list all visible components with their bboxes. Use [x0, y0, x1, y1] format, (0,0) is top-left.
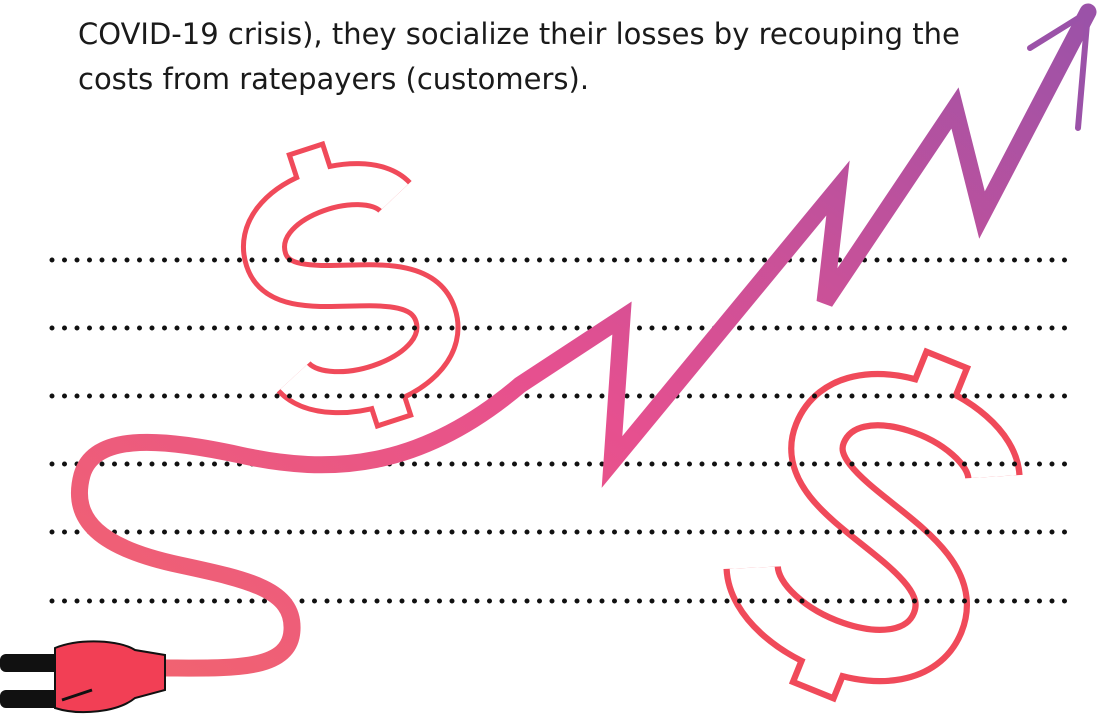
- page: {"text": {"lines": ["COVID-19 crisis), t…: [0, 0, 1099, 721]
- dollar-sign: [227, 125, 463, 448]
- illustration: [0, 0, 1099, 721]
- plug: [0, 641, 165, 712]
- dollar-sign: [717, 319, 1031, 721]
